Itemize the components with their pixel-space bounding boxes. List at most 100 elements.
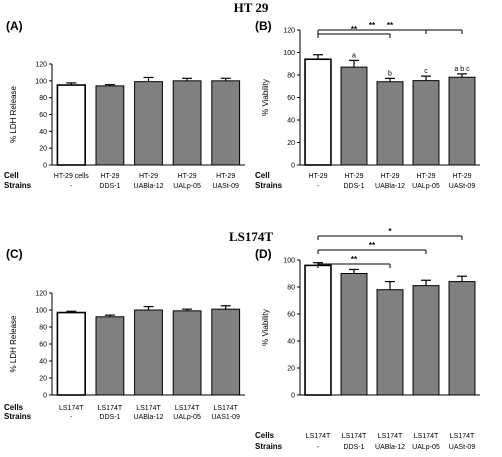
category-strain-label: UABla-12 [134,414,164,421]
category-strain-label: UABla-12 [375,444,405,451]
y-axis-label: % LDH Release [9,315,18,372]
y-axis-label: % Viability [261,79,270,116]
bar [172,80,202,166]
category-cell-label: LS174T [213,405,238,412]
row-label-strains: Strains [4,412,32,421]
y-tick-label: 20 [39,376,47,383]
category-cell-label: LS174T [342,433,367,440]
row-label-cell: Cell [255,171,270,180]
category-strain-label: UABla-12 [375,183,405,190]
y-tick-label: 100 [35,308,47,315]
category-strain-label: UALp-05 [412,183,440,190]
category-strain-label: - [70,183,73,190]
y-tick-label: 60 [287,312,295,319]
category-strain-label: DDS-1 [99,414,120,421]
y-tick-label: 120 [35,291,47,298]
chart-panel-b: (B) 0 20 40 60 80 100 120 % Viability a b c a b c ** *… [255,19,480,190]
row-label-strains: Strains [255,181,283,190]
bar [95,316,125,396]
y-tick-label: 20 [287,140,295,147]
category-cell-label: LS174T [450,433,475,440]
bar [56,311,86,396]
y-tick-label: 60 [39,112,47,119]
section-title-ls174t: LS174T [229,229,273,244]
bar [412,285,440,396]
category-strain-label: UALp-05 [173,414,201,421]
bar [376,81,404,166]
y-tick-label: 120 [35,62,47,69]
significance-label: ** [387,21,394,30]
category-strain-label: UALp-05 [412,444,440,451]
bar [211,80,241,166]
category-cell-label: HT-29 [178,173,197,180]
significance-letter: c [424,68,428,75]
category-cell-label: LS174T [59,405,84,412]
category-cell-label: HT-29 [216,173,235,180]
y-tick-label: 0 [43,393,47,400]
bar [134,309,163,396]
category-strain-label: UASt-09 [449,444,476,451]
bar [56,84,86,166]
row-label-cell: Cells [255,431,275,440]
y-tick-label: 40 [39,129,47,136]
y-tick-label: 100 [283,258,295,265]
significance-letter: a b c [454,66,470,73]
y-tick-label: 40 [39,359,47,366]
bar [172,310,202,396]
bar [448,76,476,166]
category-strain-label: UAS1-09 [211,414,240,421]
category-cell-label: LS174T [175,405,200,412]
category-cell-label: LS174T [306,433,331,440]
significance-letter: b [388,70,392,77]
category-strain-label: - [317,444,320,451]
y-tick-label: 0 [291,393,295,400]
category-strain-label: DDS-1 [343,183,364,190]
bar [304,264,332,396]
bar [340,66,368,166]
bar [134,81,163,166]
category-cell-label: HT-29 [100,173,119,180]
y-tick-label: 80 [39,325,47,332]
category-strain-label: DDS-1 [99,183,120,190]
y-tick-label: 80 [287,285,295,292]
bar [448,281,476,396]
row-label-strains: Strains [4,181,32,190]
row-label-cell: Cell [4,171,19,180]
bar [211,308,241,396]
y-tick-label: 20 [39,146,47,153]
y-tick-label: 20 [287,366,295,373]
category-cell-label: LS174T [136,405,161,412]
panel-label: (B) [255,19,272,33]
significance-label: ** [351,255,358,264]
category-strain-label: DDS-1 [343,444,364,451]
significance-letter: a [352,52,356,59]
chart-panel-c: (C) 0 20 40 60 80 100 120 % LDH Release CellsStra… [4,247,245,421]
significance-label: * [388,227,392,236]
panel-label: (C) [6,247,23,261]
category-strain-label: - [317,183,320,190]
bar [95,85,125,166]
row-label-strains: Strains [255,442,283,451]
bar [412,80,440,166]
section-title-ht29: HT 29 [234,0,269,15]
y-axis-label: % LDH Release [9,85,18,142]
bar [376,289,404,396]
y-tick-label: 80 [39,95,47,102]
chart-panel-a: (A) 0 20 40 60 80 100 120 % LDH Release CellStrai… [4,19,245,190]
category-strain-label: UABla-12 [134,183,164,190]
y-tick-label: 40 [287,339,295,346]
y-axis-label: % Viability [261,309,270,346]
bar [340,273,368,396]
panel-label: (A) [6,19,23,33]
category-cell-label: HT-29 [380,173,399,180]
significance-label: ** [369,241,376,250]
panel-label: (D) [255,247,272,261]
y-tick-label: 80 [287,73,295,80]
bar [304,58,332,166]
category-cell-label: LS174T [378,433,403,440]
category-cell-label: LS174T [414,433,439,440]
category-cell-label: HT-29 [308,173,327,180]
category-strain-label: - [70,414,73,421]
y-tick-label: 60 [39,342,47,349]
